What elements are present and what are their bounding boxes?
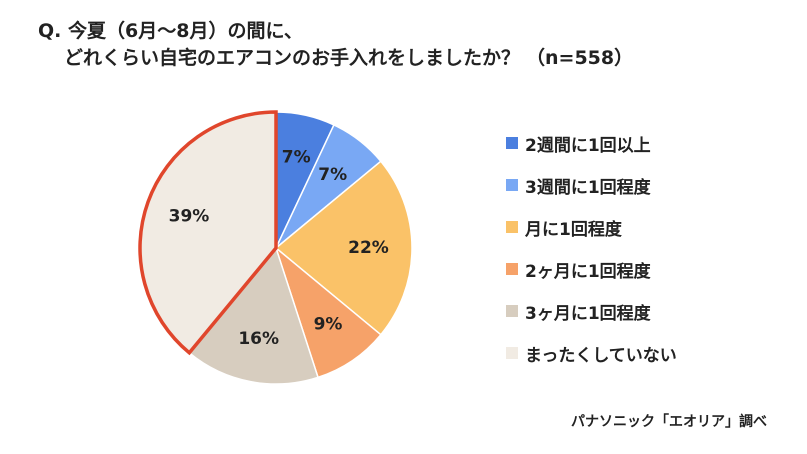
legend-swatch: [506, 179, 518, 191]
highlighted-slice-outline: [138, 110, 278, 356]
legend-item-3: 月に1回程度: [506, 206, 677, 248]
question-title: Q. 今夏（6月～8月）の間に、 どれくらい自宅のエアコンのお手入れをしましたか…: [38, 18, 633, 72]
legend-label: 3週間に1回程度: [525, 177, 651, 198]
pie-slice-5: [188, 246, 319, 385]
slice-label-2: 7%: [318, 165, 347, 185]
legend: 2週間に1回以上 3週間に1回程度 月に1回程度 2ヶ月に1回程度 3ヶ月に1回程度まっ…: [506, 122, 677, 374]
legend-swatch: [506, 347, 518, 359]
slice-label-3: 22%: [348, 238, 389, 258]
question-prefix: Q.: [38, 20, 62, 42]
legend-item-2: 3週間に1回程度: [506, 164, 677, 206]
slice-label-4: 9%: [314, 315, 343, 335]
legend-swatch: [506, 263, 518, 275]
legend-item-6: まったくしていない: [506, 332, 677, 374]
legend-label: 2ヶ月に1回程度: [525, 261, 651, 282]
legend-swatch: [506, 137, 518, 149]
legend-label: 月に1回程度: [525, 219, 622, 240]
legend-swatch: [506, 221, 518, 233]
source-note: パナソニック「エオリア」調べ: [571, 414, 767, 430]
slice-label-1: 7%: [282, 148, 311, 168]
legend-item-5: 3ヶ月に1回程度: [506, 290, 677, 332]
legend-item-4: 2ヶ月に1回程度: [506, 248, 677, 290]
slice-label-5: 16%: [238, 329, 279, 349]
question-line-2: どれくらい自宅のエアコンのお手入れをしましたか？: [64, 47, 521, 69]
sample-size: （n=558）: [526, 47, 634, 69]
question-line-2-wrap: どれくらい自宅のエアコンのお手入れをしましたか？ （n=558）: [38, 45, 633, 72]
legend-swatch: [506, 305, 518, 317]
question-line-1: 今夏（6月～8月）の間に、: [68, 20, 303, 42]
pie-slice-3: [274, 160, 413, 336]
legend-label: まったくしていない: [525, 345, 677, 366]
legend-label: 3ヶ月に1回程度: [525, 303, 651, 324]
slice-label-6: 39%: [169, 207, 210, 227]
legend-label: 2週間に1回以上: [525, 135, 651, 156]
legend-item-1: 2週間に1回以上: [506, 122, 677, 164]
